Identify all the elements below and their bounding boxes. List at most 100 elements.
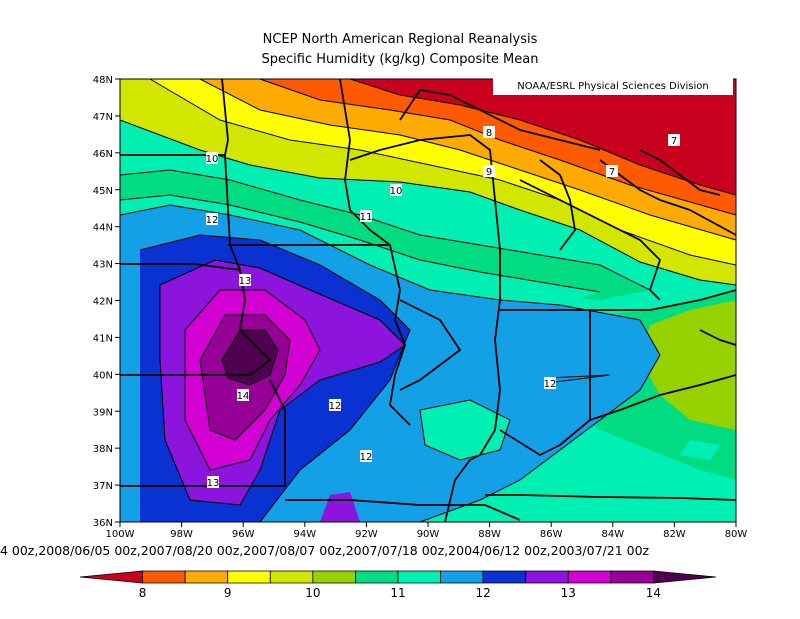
- lon-label: 90W: [417, 529, 440, 540]
- contour-line: [259, 79, 736, 216]
- contour-line: [221, 329, 279, 386]
- humidity-band: [120, 195, 600, 305]
- contour-label-bg: [360, 450, 372, 462]
- colorbar-swatch: [269, 570, 314, 584]
- lat-label: 42N: [93, 297, 113, 308]
- colorbar-swatch: [440, 570, 484, 584]
- state-border: [399, 89, 601, 151]
- humidity-field: [120, 79, 736, 522]
- lon-label: 94W: [293, 529, 316, 540]
- contour-label-bg: [329, 399, 341, 411]
- contour-label-bg: [483, 126, 495, 138]
- contour-label-bg: [483, 165, 495, 177]
- colorbar-label: 10: [305, 586, 320, 600]
- colorbar-label: 9: [224, 586, 232, 600]
- state-border: [120, 379, 286, 487]
- colorbar-swatch: [482, 570, 527, 584]
- colorbar-label: 13: [561, 586, 576, 600]
- lon-label: 86W: [540, 529, 563, 540]
- contour-label: 7: [609, 167, 615, 178]
- lat-label: 40N: [93, 370, 113, 381]
- composite-dates: 24 00z,2008/06/05 00z,2007/08/20 00z,200…: [0, 543, 650, 558]
- lat-label: 36N: [93, 518, 113, 529]
- contour-label-bg: [207, 476, 219, 488]
- state-border: [499, 309, 591, 456]
- contour-line: [149, 79, 736, 266]
- lon-label: 98W: [170, 529, 193, 540]
- contour-label-bg: [206, 152, 218, 164]
- humidity-band: [350, 79, 736, 195]
- state-border: [485, 494, 736, 501]
- state-border: [399, 299, 461, 391]
- contour-label: 14: [237, 391, 250, 402]
- contour-line: [120, 194, 601, 293]
- contour-label: 12: [329, 401, 342, 412]
- humidity-band: [640, 300, 736, 430]
- lat-label: 43N: [93, 260, 113, 271]
- contour-label: 11: [360, 212, 373, 223]
- contour-line: [120, 169, 651, 291]
- state-border: [699, 329, 736, 346]
- state-border: [339, 79, 391, 246]
- longitude-axis: 100W 98W 96W 94W 92W 90W 88W 86W 84W 82W 80W: [106, 522, 748, 540]
- lat-label: 41N: [93, 333, 113, 344]
- contour-label: 13: [207, 478, 220, 489]
- contour-line: [120, 119, 736, 286]
- contour-label: 7: [671, 136, 677, 147]
- colorbar-swatch: [142, 570, 186, 584]
- contour-label: 12: [544, 379, 557, 390]
- colorbar-swatch: [184, 570, 229, 584]
- lon-label: 80W: [725, 529, 748, 540]
- contour-line: [419, 399, 511, 461]
- contour-label: 10: [390, 186, 403, 197]
- state-border: [349, 134, 501, 456]
- contour-label: 12: [360, 452, 373, 463]
- contour-label: 13: [239, 276, 252, 287]
- state-border: [539, 159, 576, 251]
- contour-label-bg: [390, 184, 402, 196]
- state-border: [120, 269, 271, 376]
- contour-lines: [120, 79, 736, 522]
- contour-line: [159, 259, 406, 506]
- chart-title: NCEP North American Regional Reanalysis: [262, 32, 538, 47]
- state-border: [444, 454, 481, 522]
- contour-line: [120, 204, 661, 522]
- lat-label: 38N: [93, 444, 113, 455]
- colorbar-swatch: [567, 570, 612, 584]
- state-border: [589, 374, 736, 421]
- colorbar-swatch: [312, 570, 356, 584]
- contour-label: 12: [206, 215, 219, 226]
- colorbar-swatch: [653, 570, 717, 584]
- contour-label-bg: [606, 165, 618, 177]
- humidity-band: [120, 170, 650, 300]
- colorbar-label: 11: [390, 586, 405, 600]
- credit-label: NOAA/ESRL Physical Sciences Division: [493, 78, 733, 95]
- humidity-band: [420, 400, 510, 460]
- colorbar-swatch: [227, 570, 271, 584]
- lat-label: 37N: [93, 481, 113, 492]
- lon-label: 88W: [478, 529, 501, 540]
- contour-label-bg: [239, 274, 251, 286]
- colorbar-swatch: [79, 570, 143, 584]
- colorbar-label: 14: [646, 586, 661, 600]
- contour-label: 10: [206, 154, 219, 165]
- colorbar-swatch: [525, 570, 569, 584]
- colorbar-label: 8: [139, 586, 147, 600]
- lat-label: 39N: [93, 407, 113, 418]
- latitude-axis: 48N 47N 46N 45N 44N 43N 42N 41N 40N 39N 38N 37N 36N: [93, 75, 120, 529]
- contour-line: [184, 289, 321, 471]
- state-border: [120, 79, 229, 156]
- state-border: [519, 179, 661, 301]
- contour-label-bg: [360, 210, 372, 222]
- contour-label-bg: [206, 213, 218, 225]
- contour-labels: 7 7 8 9 10 10 11 12 12 12 12 13 13 14: [206, 126, 680, 489]
- state-border: [590, 289, 736, 311]
- contour-label: 8: [486, 128, 492, 139]
- lon-label: 82W: [663, 529, 686, 540]
- colorbar-swatch: [355, 570, 399, 584]
- state-border: [285, 499, 521, 521]
- state-borders: [120, 79, 736, 522]
- contour-label: 9: [486, 167, 492, 178]
- humidity-band: [222, 330, 278, 385]
